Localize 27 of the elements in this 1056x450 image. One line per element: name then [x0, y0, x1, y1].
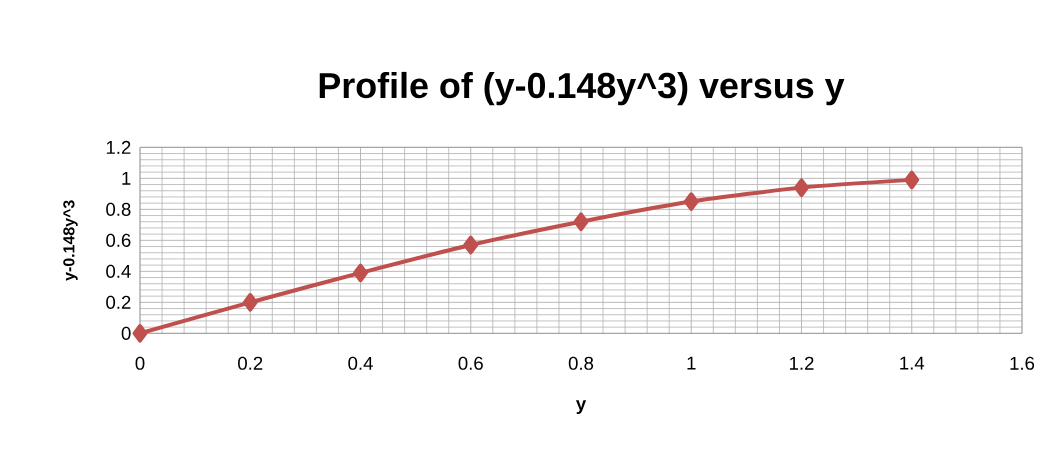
x-tick-label: 1.6	[1010, 356, 1035, 370]
point	[353, 263, 368, 283]
y-axis-title: y-0.148y^3	[63, 200, 78, 281]
x-tick-label: 0.8	[568, 356, 594, 370]
y-tick-label: 0.2	[106, 295, 131, 309]
point	[794, 178, 809, 197]
y-tick-label: 1.2	[106, 140, 131, 154]
point	[904, 170, 920, 190]
chart-title: Profile of (y-0.148y^3) versus y	[319, 71, 845, 106]
x-tick-label: 0.4	[348, 356, 373, 370]
point	[683, 192, 699, 211]
x-tick-label: 0.2	[238, 356, 263, 370]
y-tick-label: 0.4	[106, 264, 131, 278]
point	[132, 324, 148, 343]
x-axis-title: y	[575, 400, 587, 414]
point	[573, 212, 589, 232]
y-tick-label: 0.6	[106, 233, 131, 247]
y-tick-label: 1	[122, 171, 131, 185]
x-tick-label: 0.6	[458, 356, 483, 370]
point	[463, 235, 479, 255]
point	[242, 293, 258, 312]
y-tick-label: 0.8	[106, 202, 131, 216]
x-tick-label: 1.2	[790, 356, 814, 370]
y-tick-label: 0	[121, 326, 131, 340]
x-tick-label: 0	[135, 356, 145, 370]
x-tick-label: 1	[687, 356, 696, 370]
x-tick-label: 1.4	[900, 356, 925, 370]
